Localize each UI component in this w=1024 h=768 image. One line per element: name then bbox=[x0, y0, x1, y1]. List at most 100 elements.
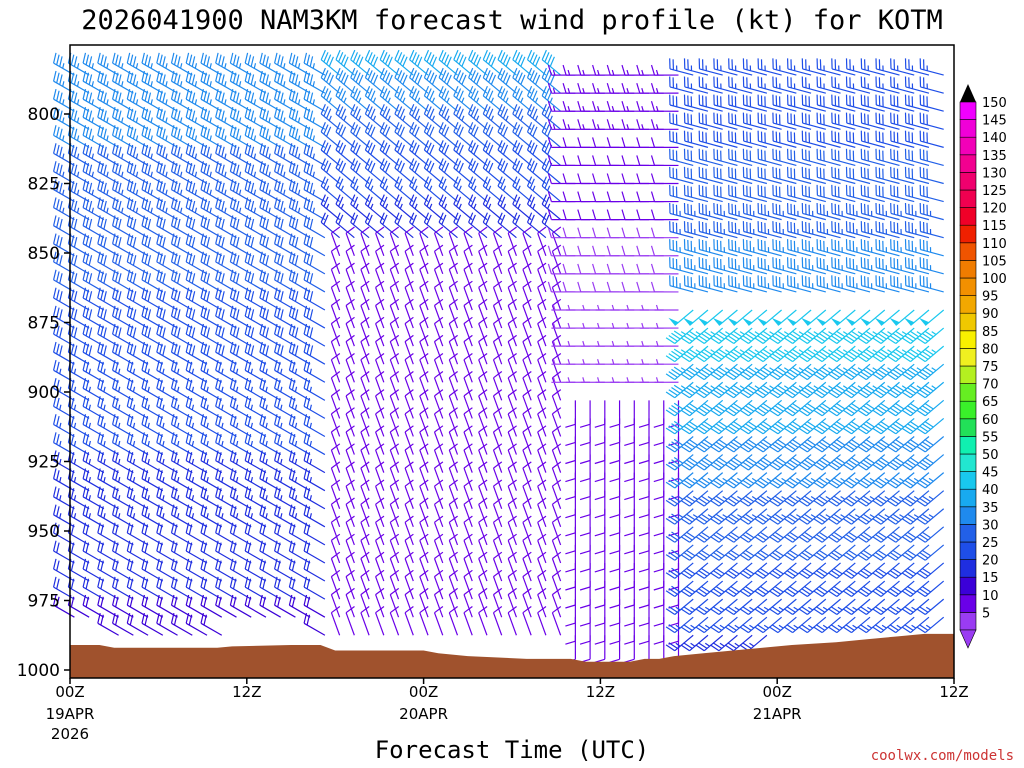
barb-feather bbox=[82, 251, 87, 263]
wind-barb bbox=[126, 468, 149, 492]
barb-feather bbox=[100, 542, 104, 553]
barb-feather bbox=[97, 125, 101, 136]
barb-feather bbox=[59, 110, 63, 121]
barb-feather bbox=[88, 309, 93, 320]
wind-barb bbox=[53, 143, 75, 166]
barb-feather bbox=[129, 271, 134, 282]
wind-barb bbox=[185, 594, 208, 618]
wind-barb bbox=[97, 540, 119, 564]
barb-feather bbox=[159, 542, 163, 553]
wind-barb bbox=[185, 341, 208, 365]
barb-staff bbox=[156, 152, 178, 166]
barb-feather bbox=[126, 504, 131, 515]
wind-barb bbox=[185, 161, 208, 185]
barb-feather bbox=[112, 558, 116, 570]
barb-feather bbox=[185, 323, 190, 335]
wind-barb bbox=[185, 468, 208, 492]
barb-feather bbox=[115, 415, 119, 427]
barb-feather bbox=[170, 52, 175, 64]
barb-feather bbox=[147, 110, 152, 121]
barb-feather bbox=[56, 54, 60, 65]
barb-feather bbox=[59, 218, 63, 230]
barb-feather bbox=[200, 106, 204, 118]
barb-feather bbox=[100, 415, 104, 427]
barb-staff bbox=[141, 514, 164, 528]
barb-feather bbox=[173, 162, 178, 174]
barb-feather bbox=[126, 341, 131, 353]
barb-feather bbox=[53, 161, 57, 172]
barb-feather bbox=[141, 359, 145, 371]
barb-staff bbox=[53, 351, 75, 365]
barb-staff bbox=[156, 405, 178, 419]
wind-barb bbox=[112, 161, 134, 185]
barb-feather bbox=[191, 128, 196, 140]
barb-feather bbox=[188, 397, 193, 409]
barb-staff bbox=[82, 442, 105, 456]
barb-feather bbox=[129, 596, 134, 608]
barb-staff bbox=[171, 261, 193, 275]
barb-half-feather bbox=[162, 513, 165, 519]
barb-feather bbox=[147, 291, 152, 302]
barb-feather bbox=[112, 106, 116, 118]
barb-feather bbox=[162, 236, 166, 248]
barb-feather bbox=[115, 379, 119, 391]
barb-feather bbox=[118, 74, 122, 85]
barb-feather bbox=[85, 578, 90, 590]
barb-feather bbox=[147, 345, 152, 356]
wind-barb bbox=[185, 269, 208, 293]
wind-barb bbox=[156, 52, 178, 76]
barb-staff bbox=[82, 568, 105, 582]
barb-feather bbox=[97, 88, 101, 100]
barb-feather bbox=[159, 614, 163, 626]
barb-feather bbox=[97, 540, 101, 552]
barb-feather bbox=[85, 72, 90, 84]
barb-staff bbox=[82, 116, 105, 130]
barb-feather bbox=[97, 558, 101, 570]
barb-feather bbox=[129, 452, 134, 463]
barb-feather bbox=[185, 576, 190, 588]
barb-feather bbox=[82, 125, 87, 136]
barb-feather bbox=[173, 542, 178, 553]
barb-feather bbox=[188, 72, 193, 84]
barb-feather bbox=[188, 90, 193, 102]
barb-feather bbox=[85, 542, 90, 553]
barb-feather bbox=[115, 162, 119, 174]
barb-staff bbox=[112, 568, 134, 582]
wind-barb bbox=[97, 576, 119, 600]
wind-barb bbox=[82, 197, 105, 221]
barb-staff bbox=[97, 225, 119, 239]
barb-staff bbox=[185, 225, 208, 239]
barb-staff bbox=[112, 152, 134, 166]
barb-feather bbox=[70, 90, 75, 102]
wind-barb bbox=[126, 558, 149, 582]
wind-barb bbox=[53, 52, 75, 76]
barb-feather bbox=[200, 287, 204, 299]
barb-feather bbox=[82, 161, 87, 172]
wind-barb bbox=[156, 88, 178, 112]
barb-staff bbox=[156, 189, 178, 203]
barb-feather bbox=[85, 235, 90, 246]
wind-barb bbox=[97, 612, 119, 636]
wind-barb bbox=[156, 106, 178, 130]
barb-staff bbox=[53, 550, 75, 564]
barb-feather bbox=[103, 182, 107, 194]
barb-feather bbox=[115, 90, 119, 102]
barb-feather bbox=[85, 108, 90, 120]
barb-feather bbox=[70, 126, 75, 138]
barb-staff bbox=[200, 189, 223, 203]
barb-half-feather bbox=[132, 458, 136, 465]
barb-feather bbox=[73, 56, 78, 67]
wind-barb bbox=[170, 468, 193, 492]
barb-feather bbox=[85, 452, 90, 463]
barb-feather bbox=[97, 143, 101, 154]
wind-barb bbox=[141, 70, 164, 94]
barb-half-feather bbox=[118, 513, 121, 519]
barb-feather bbox=[191, 56, 196, 67]
wind-barb bbox=[170, 341, 193, 365]
barb-feather bbox=[173, 217, 178, 228]
wind-barb bbox=[156, 594, 178, 618]
barb-feather bbox=[159, 470, 163, 481]
barb-feather bbox=[126, 125, 131, 136]
barb-feather bbox=[70, 271, 75, 282]
barb-staff bbox=[97, 387, 119, 401]
